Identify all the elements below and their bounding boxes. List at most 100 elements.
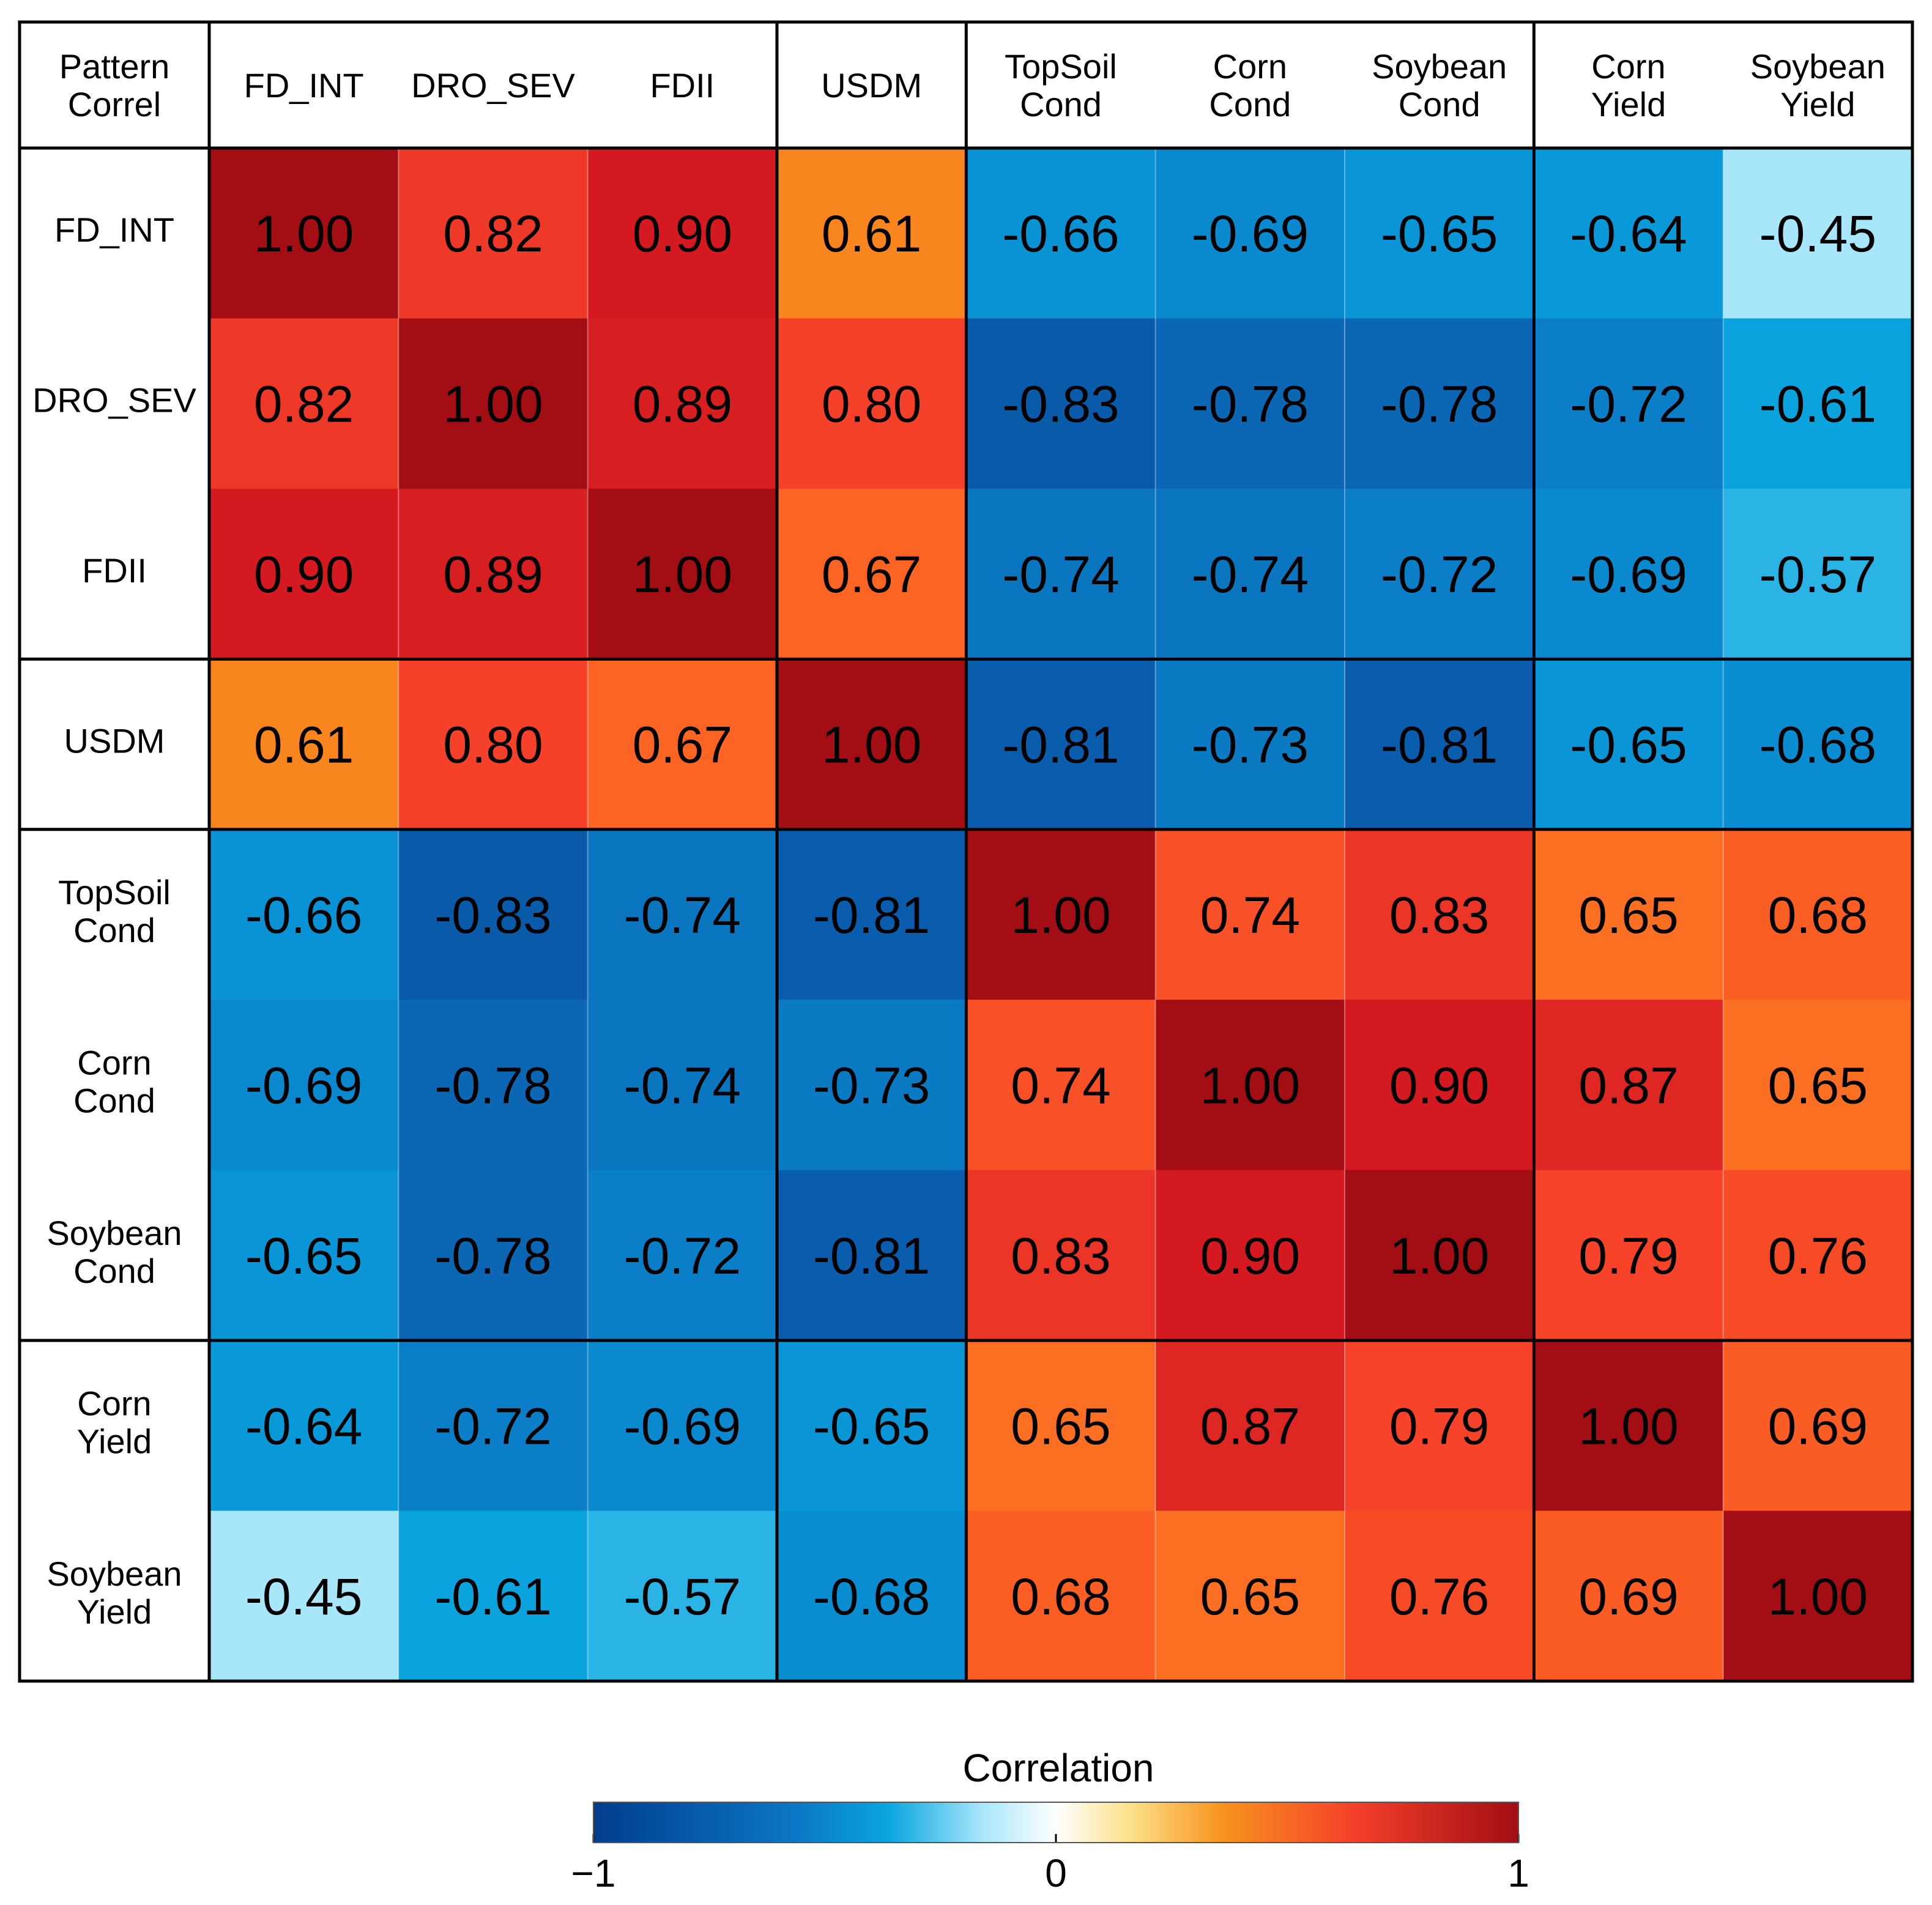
heatmap-cell (1345, 1170, 1534, 1341)
heatmap-cell (966, 659, 1156, 830)
cell-value-label: 0.76 (1389, 1568, 1490, 1625)
cell-value-label: -0.73 (1192, 716, 1309, 774)
heatmap-cell (1723, 488, 1913, 659)
cell-value-label: -0.72 (624, 1227, 741, 1285)
row-header: Corn (77, 1384, 151, 1422)
cell-value-label: -0.78 (434, 1056, 551, 1114)
cell-value-label: 0.68 (1011, 1568, 1111, 1625)
heatmap-cell (1534, 488, 1724, 659)
heatmap-cells: 1.00 0.82 0.90 0.61 -0.66 -0.69 -0.65 -0.64 -0.4… (209, 148, 1913, 1682)
heatmap-cell (209, 488, 399, 659)
cell-value-label: -0.68 (1759, 716, 1876, 774)
colorbar-frame (593, 1802, 1519, 1843)
heatmap-cell (209, 829, 399, 1000)
cell-value-label: 0.61 (254, 716, 354, 774)
cell-value-label: 0.65 (1200, 1568, 1301, 1625)
cell-value-label: 0.79 (1389, 1397, 1490, 1455)
heatmap-cell (1345, 318, 1534, 489)
heatmap-cell (1723, 148, 1913, 319)
cell-value-label: 0.82 (443, 205, 543, 262)
row-header: TopSoil (58, 873, 171, 912)
heatmap-cell (587, 318, 778, 489)
column-header: TopSoil (1005, 47, 1117, 86)
heatmap-cell (777, 1340, 967, 1512)
cell-value-label: -0.72 (434, 1397, 551, 1455)
cell-value-label: 0.65 (1011, 1397, 1111, 1455)
heatmap-cell (1155, 829, 1345, 1000)
column-header: Yield (1591, 85, 1666, 124)
heatmap-cell (398, 1000, 589, 1171)
cell-value-label: -0.64 (1570, 205, 1687, 262)
cell-value-label: 0.87 (1200, 1397, 1301, 1455)
heatmap-cell (209, 1170, 399, 1341)
cell-value-label: 0.83 (1389, 886, 1490, 944)
cell-value-label: 1.00 (1389, 1227, 1490, 1285)
heatmap-cell (1534, 1340, 1724, 1512)
heatmap-cell (587, 1170, 778, 1341)
cell-value-label: 0.89 (443, 546, 543, 603)
cell-value-label: -0.81 (813, 886, 930, 944)
cell-value-label: 0.76 (1768, 1227, 1868, 1285)
heatmap-cell (1723, 1510, 1913, 1682)
heatmap-cell (1155, 318, 1345, 489)
cell-value-label: -0.78 (434, 1227, 551, 1285)
heatmap-cell (777, 1510, 967, 1682)
cell-value-label: 0.65 (1768, 1056, 1868, 1114)
row-header: Soybean (46, 1214, 182, 1252)
cell-value-label: 0.90 (633, 205, 733, 262)
row-header: Soybean (46, 1554, 182, 1593)
cell-value-label: 0.69 (1768, 1397, 1868, 1455)
cell-value-label: 0.82 (254, 376, 354, 433)
heatmap-cell (1345, 148, 1534, 319)
cell-value-label: 1.00 (1578, 1397, 1679, 1455)
heatmap-cell (966, 148, 1156, 319)
cell-value-label: -0.74 (624, 1056, 741, 1114)
cell-value-label: -0.78 (1381, 376, 1498, 433)
heatmap-cell (1534, 659, 1724, 830)
heatmap-cell (777, 1170, 967, 1341)
cell-value-label: 0.65 (1578, 886, 1679, 944)
heatmap-cell (1723, 1170, 1913, 1341)
column-header: FDII (650, 66, 715, 105)
heatmap-cell (1345, 1510, 1534, 1682)
cell-value-label: -0.66 (245, 886, 362, 944)
heatmap-cell (1155, 1340, 1345, 1512)
heatmap-cell (1155, 1170, 1345, 1341)
cell-value-label: 1.00 (1768, 1568, 1868, 1625)
cell-value-label: -0.78 (1192, 376, 1309, 433)
heatmap-cell (1345, 1340, 1534, 1512)
cell-value-label: 0.79 (1578, 1227, 1679, 1285)
colorbar-title: Correlation (962, 1746, 1154, 1790)
row-header: FDII (82, 551, 147, 590)
row-header: Yield (77, 1422, 152, 1460)
cell-value-label: -0.45 (1759, 205, 1876, 262)
heatmap-cell (398, 318, 589, 489)
cell-value-label: 1.00 (1200, 1056, 1301, 1114)
cell-value-label: 1.00 (254, 205, 354, 262)
column-header: DRO_SEV (411, 66, 575, 105)
cell-value-label: -0.74 (1002, 546, 1119, 603)
cell-value-label: -0.61 (1759, 376, 1876, 433)
cell-value-label: -0.64 (245, 1397, 362, 1455)
row-header: FD_INT (54, 210, 174, 249)
heatmap-cell (777, 659, 967, 830)
heatmap-cell (777, 829, 967, 1000)
heatmap-cell (966, 829, 1156, 1000)
cell-value-label: 1.00 (443, 376, 543, 433)
cell-value-label: 0.67 (822, 546, 922, 603)
column-header: Cond (1399, 85, 1481, 124)
cell-value-label: 0.90 (1389, 1056, 1490, 1114)
row-header: Cond (73, 911, 155, 949)
heatmap-cell (1723, 1000, 1913, 1171)
cell-value-label: -0.45 (245, 1568, 362, 1625)
column-header: Yield (1780, 85, 1855, 124)
cell-value-label: 0.61 (822, 205, 922, 262)
cell-value-label: 0.80 (443, 716, 543, 774)
heatmap-cell (966, 318, 1156, 489)
cell-value-label: -0.73 (813, 1056, 930, 1114)
cell-value-label: -0.72 (1381, 546, 1498, 603)
cell-value-label: -0.57 (1759, 546, 1876, 603)
colorbar-tick-label: −1 (571, 1851, 616, 1895)
cell-value-label: -0.81 (1002, 716, 1119, 774)
